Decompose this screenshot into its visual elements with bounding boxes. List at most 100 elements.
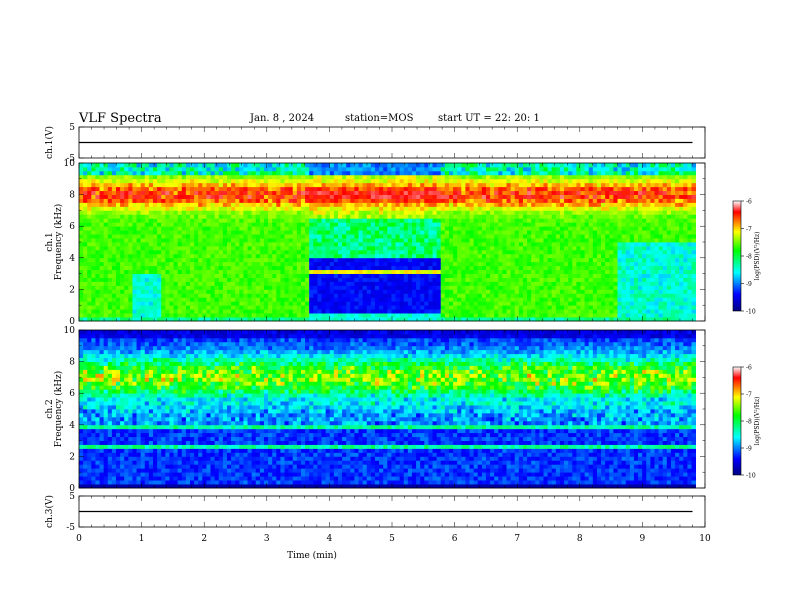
spectrogram-cell [95,182,100,188]
spectrogram-cell [370,198,376,203]
spectrogram-cell [453,202,458,207]
spectrogram-cell [494,281,499,286]
spectrogram-cell [148,249,154,255]
spectrogram-cell [564,277,569,282]
spectrogram-cell [255,293,261,298]
spectrogram-cell [465,178,470,184]
spectrogram-cell [222,186,228,192]
spectrogram-cell [490,198,495,203]
spectrogram-cell [416,230,421,235]
spectrogram-cell [473,210,479,215]
spectrogram-cell [87,234,92,239]
spectrogram-cell [111,281,117,286]
spectrogram-cell [152,170,158,176]
spectrogram-cell [572,226,577,231]
spectrogram-cell [510,305,516,310]
spectrogram-cell [485,261,491,267]
spectrogram-cell [83,317,88,322]
spectrogram-cell [444,230,450,235]
spectrogram-cell [206,277,211,282]
spectrogram-cell [490,257,495,263]
spectrogram-cell [148,170,154,176]
spectrogram-cell [169,305,174,310]
spectrogram-cell [436,234,442,239]
spectrogram-cell [420,198,425,203]
spectrogram-cell [370,293,376,298]
spectrogram-cell [99,234,105,239]
spectrogram-cell [239,285,244,290]
spectrogram-cell [584,289,590,294]
spectrogram-cell [157,214,162,219]
spectrogram-cell [185,174,191,180]
spectrogram-cell [407,206,413,211]
spectrogram-cell [79,202,84,207]
spectrogram-cell [120,273,125,278]
spectrogram-cell [218,269,224,274]
spectrogram-cell [416,242,421,247]
spectrogram-cell [124,206,129,211]
spectrogram-cell [272,182,277,188]
spectrogram-cell [239,178,244,184]
spectrogram-cell [263,313,269,318]
spectrogram-cell [535,245,540,251]
spectrogram-cell [350,297,355,302]
spectrogram-cell [87,313,92,318]
spectrogram-cell [342,273,347,278]
spectrogram-cell [485,214,491,219]
spectrogram-cell [559,230,565,235]
spectrogram-cell [83,178,88,184]
spectrogram-cell [572,301,577,306]
spectrogram-cell [543,313,549,318]
spectrogram-cell [477,277,483,282]
spectrogram-cell [457,253,462,259]
spectrogram-cell [346,249,351,255]
spectrogram-cell [185,222,191,227]
spectrogram-cell [292,253,298,259]
spectrogram-cell [572,269,577,274]
spectrogram-cell [568,234,573,239]
spectrogram-cell [416,210,421,215]
spectrogram-cell [477,297,483,302]
spectrogram-cell [194,182,199,188]
spectrogram-cell [539,253,544,259]
spectrogram-cell [214,305,220,310]
spectrogram-cell [218,182,224,188]
spectrogram-cell [580,317,586,322]
spectrogram-cell [411,174,417,180]
spectrogram-cell [391,163,396,168]
spectrogram-cell [255,257,261,263]
spectrogram-cell [280,210,285,215]
spectrogram-cell [189,313,195,318]
spectrogram-cell [494,202,499,207]
spectrogram-cell [416,297,421,302]
spectrogram-cell [144,253,150,259]
spectrogram-cell [358,214,364,219]
spectrogram-cell [181,281,187,286]
spectrogram-cell [399,218,405,223]
spectrogram-cell [420,257,425,263]
spectrogram-cell [300,293,306,298]
spectrogram-cell [465,257,470,263]
spectrogram-cell [432,174,438,180]
spectrogram-cell [268,174,273,180]
spectrogram-cell [157,281,162,286]
spectrogram-cell [255,194,261,199]
spectrogram-cell [354,222,359,227]
spectrogram-cell [416,202,421,207]
spectrogram-cell [391,234,396,239]
spectrogram-cell [481,182,487,188]
spectrogram-cell [300,226,306,231]
spectrogram-cell [263,301,269,306]
spectrogram-cell [177,182,183,188]
spectrogram-cell [194,289,199,294]
spectrogram-cell [99,313,105,318]
spectrogram-cell [502,269,507,274]
spectrogram-cell [124,281,129,286]
spectrogram-cell [165,281,170,286]
spectrogram-cell [358,249,364,255]
spectrogram-cell [313,174,318,180]
spectrogram-cell [453,281,458,286]
start-time-label: start UT = 22: 20: 1 [438,113,540,124]
spectrogram-cell [165,190,170,195]
spectrogram-cell [325,222,331,227]
